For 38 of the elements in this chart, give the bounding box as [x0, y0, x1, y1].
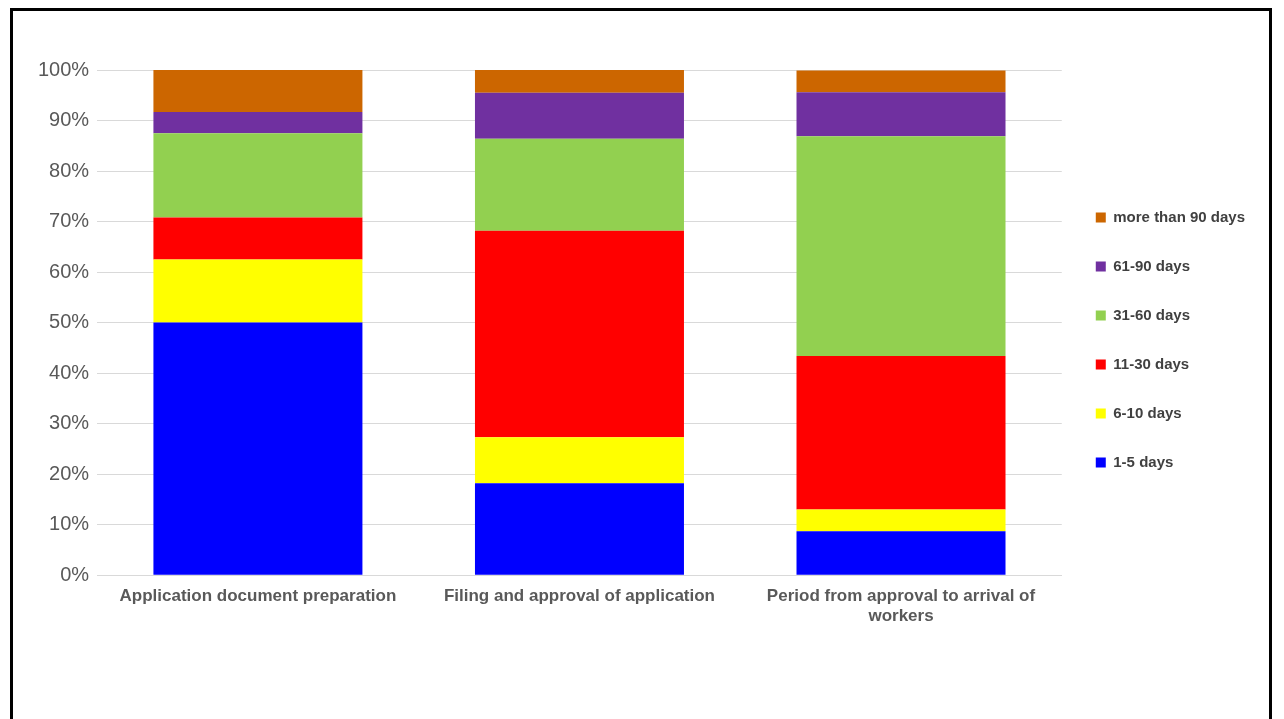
legend-label: 11-30 days — [1113, 354, 1190, 372]
y-tick-label: 20% — [49, 461, 90, 484]
y-tick-label: 80% — [49, 158, 90, 181]
y-tick-label: 90% — [49, 108, 90, 131]
y-tick-label: 100% — [38, 57, 90, 80]
y-tick-label: 0% — [60, 562, 90, 585]
y-tick-label: 10% — [49, 512, 90, 535]
x-tick-label: Filing and approval of application — [443, 586, 716, 606]
legend-label: 61-90 days — [1113, 256, 1191, 274]
bar — [796, 136, 1006, 356]
bar — [796, 509, 1006, 532]
y-tick-label: 30% — [49, 411, 90, 434]
y-tick-label: 60% — [49, 259, 90, 282]
bar — [474, 483, 684, 575]
legend-label: 1-5 days — [1113, 452, 1174, 470]
bar — [796, 92, 1006, 137]
bar — [153, 322, 363, 575]
y-tick-label: 40% — [49, 360, 90, 383]
bar — [474, 138, 684, 231]
x-tick-label: Period from approval to arrival of workers — [766, 586, 1036, 626]
bar — [796, 70, 1006, 93]
x-tick-label: Application document preparation — [119, 586, 397, 606]
bar — [153, 111, 363, 134]
bar — [153, 133, 363, 218]
legend-label: more than 90 days — [1113, 207, 1245, 225]
bar — [474, 92, 684, 139]
bar — [796, 531, 1006, 575]
bar — [153, 70, 363, 112]
bar — [474, 437, 684, 484]
bar — [153, 259, 363, 323]
bar — [474, 70, 684, 93]
legend-label: 6-10 days — [1113, 403, 1182, 421]
bar — [474, 230, 684, 438]
y-tick-label: 70% — [49, 209, 90, 232]
bar — [153, 217, 363, 260]
bar — [796, 355, 1006, 510]
y-tick-label: 50% — [49, 310, 90, 333]
legend-label: 31-60 days — [1113, 305, 1191, 323]
